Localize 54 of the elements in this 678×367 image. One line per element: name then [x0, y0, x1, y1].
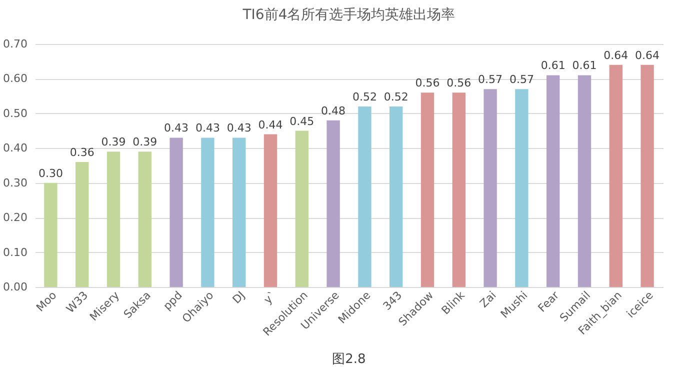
- data-label: 0.43: [164, 122, 189, 135]
- bar: [264, 134, 278, 287]
- bar: [515, 89, 528, 287]
- y-tick-label: 0.40: [3, 142, 28, 155]
- data-label: 0.45: [290, 114, 314, 128]
- data-label: 0.61: [540, 59, 566, 72]
- y-tick-label: 0.70: [3, 38, 28, 50]
- bar: [578, 75, 592, 287]
- bar: [326, 120, 340, 287]
- x-tick-label: 343: [380, 288, 405, 313]
- data-label: 0.43: [226, 122, 252, 135]
- data-label: 0.61: [572, 59, 597, 72]
- data-label: 0.39: [101, 136, 126, 149]
- y-tick-label: 0.00: [3, 280, 28, 294]
- bar: [232, 138, 246, 287]
- bar: [106, 152, 120, 287]
- data-label: 0.44: [258, 118, 283, 132]
- bar: [295, 130, 308, 287]
- bar: [609, 64, 622, 287]
- bar: [546, 75, 560, 287]
- y-tick-label: 0.50: [3, 106, 28, 120]
- data-label: 0.57: [478, 73, 503, 86]
- y-tick-label: 0.20: [3, 211, 28, 224]
- data-label: 0.36: [70, 146, 94, 160]
- bar: [420, 92, 434, 287]
- y-tick-label: 0.60: [3, 72, 28, 86]
- caption: 图2.8: [332, 352, 366, 367]
- bar: [44, 182, 58, 287]
- y-tick-label: 0.30: [3, 176, 28, 190]
- data-label: 0.43: [195, 122, 220, 135]
- x-tick-label: Moo: [34, 288, 60, 314]
- bar: [170, 138, 183, 287]
- data-label: 0.52: [352, 90, 377, 104]
- data-label: 0.39: [132, 136, 158, 149]
- y-tick-label: 0.10: [3, 246, 28, 259]
- chart-title: TI6前4名所有选手场均英雄出场率: [242, 7, 456, 23]
- data-label: 0.48: [321, 104, 346, 118]
- bar: [138, 152, 152, 287]
- data-label: 0.52: [384, 90, 408, 104]
- bar: [484, 89, 497, 287]
- data-label: 0.64: [604, 48, 628, 62]
- x-tick-label: DJ: [230, 288, 248, 306]
- data-label: 0.64: [635, 48, 660, 62]
- bar: [390, 106, 403, 287]
- bar: [452, 92, 466, 287]
- bar: [201, 138, 214, 287]
- data-label: 0.57: [509, 73, 534, 86]
- x-tick-label: Zai: [477, 288, 499, 310]
- data-label: 0.30: [38, 166, 63, 180]
- data-label: 0.56: [446, 76, 472, 90]
- bar: [76, 162, 89, 287]
- bar: [358, 106, 372, 287]
- bar: [640, 64, 654, 287]
- data-label: 0.56: [415, 76, 440, 90]
